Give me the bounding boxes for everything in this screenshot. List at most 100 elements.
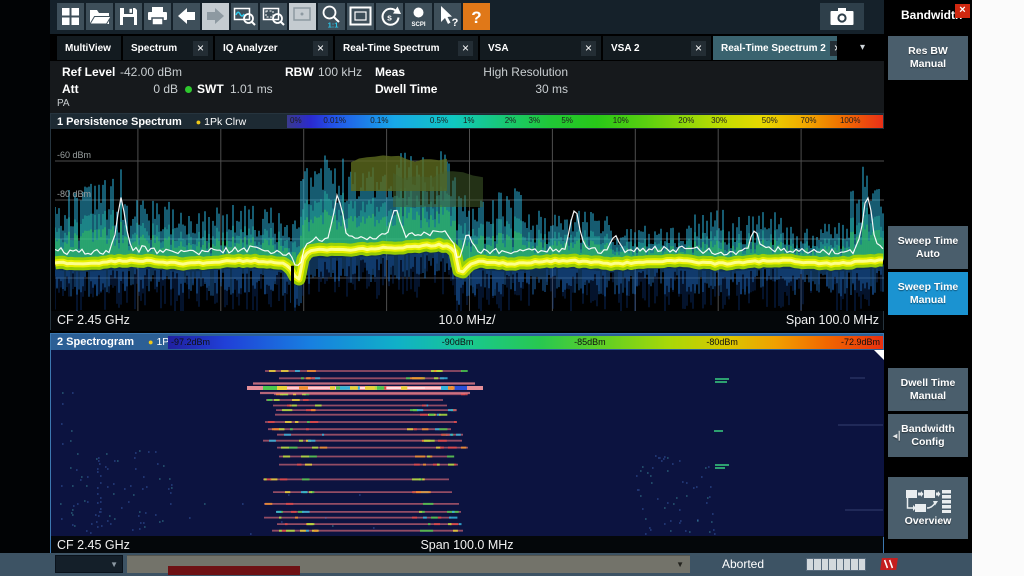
persistence-scale-label: 10% (613, 116, 629, 125)
persistence-spectrum-plot[interactable] (55, 129, 884, 311)
dwell-time-label: Dwell Time (375, 82, 437, 96)
spectrogram-scale-label: -97.2dBm (171, 337, 210, 347)
softkey-menu-close-button[interactable]: × (955, 4, 970, 18)
help-icon[interactable]: ? (463, 3, 490, 30)
context-help-icon[interactable]: ? (434, 3, 461, 30)
persistence-scale-label: 70% (800, 116, 816, 125)
tab-close-icon[interactable]: × (458, 41, 473, 56)
spectrogram-plot[interactable] (55, 350, 884, 537)
windows-logo-icon[interactable] (57, 3, 84, 30)
swt-value[interactable]: 1.01 ms (230, 82, 273, 96)
rbw-value[interactable]: 100 kHz (318, 65, 362, 79)
spectrogram-window[interactable]: 2 Spectrogram ● 1Pk Clrw -97.2dBm-90dBm-… (50, 333, 884, 553)
svg-text:?: ? (471, 8, 481, 27)
tab-iq-analyzer[interactable]: IQ Analyzer × (215, 36, 335, 60)
tab-label: MultiView (57, 43, 115, 54)
softkey-res-bw-manual[interactable]: Res BW Manual (888, 36, 968, 80)
softkey-sweep-time-manual[interactable]: Sweep Time Manual (888, 272, 968, 315)
svg-text:SCPI: SCPI (411, 22, 425, 28)
softkey-label: Sweep Time Auto (898, 235, 959, 261)
softkey-label: Dwell Time Manual (901, 377, 956, 403)
status-bar: ▼ ▼ Aborted (0, 553, 972, 576)
meas-value[interactable]: High Resolution (440, 65, 568, 79)
display-frame-icon[interactable] (347, 3, 374, 30)
tab-label: IQ Analyzer (215, 43, 282, 54)
undo-icon[interactable] (173, 3, 200, 30)
error-indicator-icon[interactable] (878, 557, 900, 576)
tab-multiview[interactable]: MultiView (57, 36, 123, 60)
dwell-time-value[interactable]: 30 ms (440, 82, 568, 96)
progress-segment (822, 559, 828, 570)
swt-coupling-indicator (185, 86, 192, 93)
spectrogram-scale-label: -85dBm (574, 337, 606, 347)
persistence-window-title: 1 Persistence Spectrum (57, 116, 182, 128)
tab-close-icon[interactable]: × (830, 41, 839, 56)
screen-left-margin (0, 0, 50, 553)
spectrogram-color-scale: -97.2dBm-90dBm-85dBm-80dBm-72.9dBm (168, 336, 883, 349)
svg-text:?: ? (452, 17, 459, 29)
tab-label: Real-Time Spectrum (335, 43, 444, 54)
sweep-restart-icon[interactable]: s (376, 3, 403, 30)
progress-segment (807, 559, 813, 570)
trace1-dot: ● (196, 117, 201, 127)
spectrogram-span[interactable]: Span 100.0 MHz (51, 538, 883, 552)
camera-icon (829, 6, 855, 28)
tab-spectrum[interactable]: Spectrum × (123, 36, 215, 60)
tab-real-time-spectrum[interactable]: Real-Time Spectrum × (335, 36, 480, 60)
tab-close-icon[interactable]: × (313, 41, 328, 56)
persistence-per-div: 10.0 MHz/ (51, 313, 883, 327)
screenshot-button[interactable] (820, 3, 864, 30)
spectrogram-scale-label: -80dBm (706, 337, 738, 347)
persistence-scale-label: 3% (529, 116, 541, 125)
overview-flowchart-icon (904, 488, 952, 515)
spectrogram-window-title: 2 Spectrogram (57, 336, 134, 348)
persistence-scale-label: 2% (505, 116, 517, 125)
softkey-dwell-time-manual[interactable]: Dwell Time Manual (888, 368, 968, 411)
zoom-area-icon[interactable] (260, 3, 287, 30)
softkey-overview[interactable]: Overview (888, 477, 968, 539)
softkey-label: Overview (905, 515, 952, 528)
persistence-span[interactable]: Span 100.0 MHz (786, 313, 879, 327)
tab-label: Spectrum (123, 43, 181, 54)
persistence-scale-label: 0.1% (370, 116, 388, 125)
dropdown-arrow-icon: ▼ (676, 560, 684, 569)
open-file-icon[interactable] (86, 3, 113, 30)
softkey-sidebar: Bandwidth × Res BW Manual Sweep Time Auto… (884, 0, 972, 553)
tab-overflow-button[interactable]: ▾ (860, 42, 865, 53)
softkey-label: Bandwidth Config (901, 423, 955, 449)
save-icon[interactable] (115, 3, 142, 30)
softkey-sweep-time-auto[interactable]: Sweep Time Auto (888, 226, 968, 269)
spectrogram-footer: CF 2.45 GHz Span 100.0 MHz (51, 536, 883, 553)
svg-text:1:1: 1:1 (328, 21, 339, 30)
tab-label: Real-Time Spectrum 2 (713, 43, 830, 54)
scpi-recorder-icon[interactable]: SCPI (405, 3, 432, 30)
ref-level-value[interactable]: -42.00 dBm (120, 65, 182, 79)
tab-real-time-spectrum-2[interactable]: Real-Time Spectrum 2× (713, 36, 839, 60)
progress-segment (814, 559, 820, 570)
softkey-menu-title: Bandwidth (901, 8, 962, 22)
y-axis-label-80: -80 dBm (57, 189, 91, 199)
persistence-footer: CF 2.45 GHz 10.0 MHz/ Span 100.0 MHz (51, 311, 883, 331)
tab-close-icon[interactable]: × (691, 41, 706, 56)
zoom-trace-icon[interactable] (231, 3, 258, 30)
att-value[interactable]: 0 dB (110, 82, 178, 96)
progress-segment (829, 559, 835, 570)
persistence-scale-label: 30% (711, 116, 727, 125)
tab-close-icon[interactable]: × (193, 41, 208, 56)
screen-right-margin (972, 0, 1024, 576)
persistence-spectrum-window[interactable]: 1 Persistence Spectrum ● 1Pk Clrw 0%0.01… (50, 113, 884, 330)
tab-close-icon[interactable]: × (581, 41, 596, 56)
toolbar: 1:1 s SCPI?? (50, 0, 884, 34)
print-icon[interactable] (144, 3, 171, 30)
zoom-off-icon (289, 3, 316, 30)
status-left-dropdown[interactable]: ▼ (55, 555, 123, 573)
tab-strip: MultiViewSpectrum×IQ Analyzer×Real-Time … (57, 36, 839, 60)
zoom-1to1-icon[interactable]: 1:1 (318, 3, 345, 30)
submenu-arrow-icon: ◄▏ (891, 429, 905, 442)
redo-icon (202, 3, 229, 30)
persistence-scale-label: 5% (561, 116, 573, 125)
tab-vsa-2[interactable]: VSA 2× (603, 36, 713, 60)
spectrogram-scale-label: -90dBm (442, 337, 474, 347)
tab-vsa[interactable]: VSA× (480, 36, 603, 60)
softkey-bandwidth-config[interactable]: Bandwidth Config◄▏ (888, 414, 968, 457)
